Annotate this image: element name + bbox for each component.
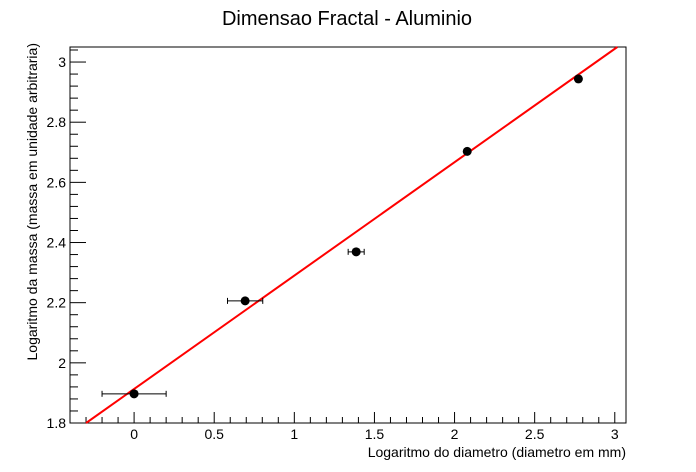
y-tick-label: 2.8 bbox=[47, 114, 67, 130]
x-tick-label: 1.5 bbox=[365, 426, 385, 442]
y-tick-label: 2.6 bbox=[47, 174, 67, 190]
data-point bbox=[129, 389, 139, 399]
x-axis-label: Logaritmo do diametro (diametro em mm) bbox=[368, 444, 626, 460]
y-tick-label: 3 bbox=[58, 54, 66, 70]
x-tick-label: 2.5 bbox=[525, 426, 545, 442]
x-tick-label: 2 bbox=[451, 426, 459, 442]
y-tick-label: 1.8 bbox=[47, 415, 67, 431]
x-tick-label: 0 bbox=[130, 426, 138, 442]
chart-title: Dimensao Fractal - Aluminio bbox=[222, 8, 472, 30]
data-point bbox=[351, 247, 361, 257]
data-point bbox=[240, 296, 250, 306]
data-point bbox=[573, 74, 583, 84]
y-tick-label: 2 bbox=[58, 355, 66, 371]
plot-area: 0 0.5 1 1.5 2 2.5 3 1.8 2 2.2 2.4 2.6 2.8 3 bbox=[47, 46, 627, 442]
plot-frame bbox=[69, 46, 627, 424]
fit-line bbox=[85, 46, 618, 424]
x-tick-label: 0.5 bbox=[204, 426, 224, 442]
x-tick-label: 3 bbox=[611, 426, 619, 442]
y-tick-label: 2.2 bbox=[47, 295, 67, 311]
data-point bbox=[462, 146, 472, 156]
y-axis-label: Logaritmo da massa (massa em unidade arb… bbox=[24, 43, 40, 360]
x-tick-label: 1 bbox=[290, 426, 298, 442]
y-tick-label: 2.4 bbox=[47, 235, 67, 251]
